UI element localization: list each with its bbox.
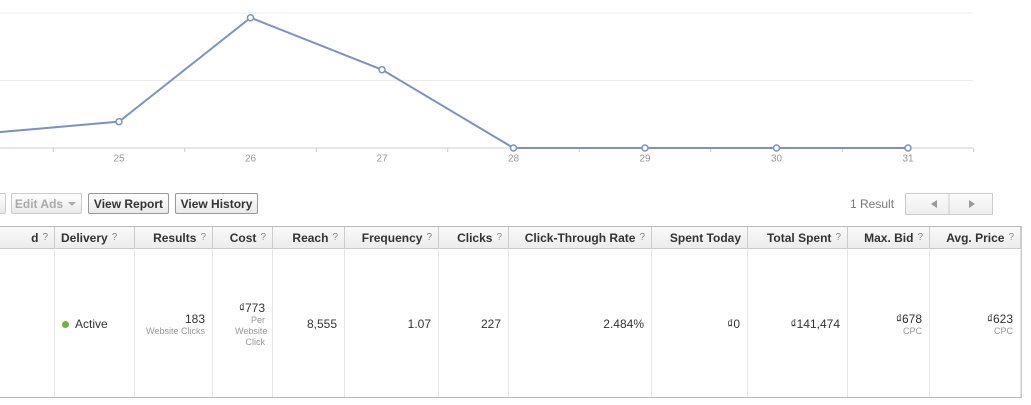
x-tick-label: 30	[771, 154, 783, 165]
table-cell: 1.07	[345, 250, 439, 398]
next-arrow[interactable]	[969, 200, 975, 208]
table-cell: 2.484%	[509, 250, 652, 398]
cell-subtext: Per Website Click	[235, 314, 268, 347]
table: d? Delivery? Results? Cost? Reach? Frequency?…	[0, 226, 1022, 398]
x-tick-label: 28	[508, 154, 520, 165]
header-label: d	[31, 230, 39, 245]
point	[641, 144, 649, 152]
cell-value: ₫623	[986, 311, 1013, 326]
cell-value: Active	[75, 317, 108, 331]
column-header[interactable]: Click-Through Rate?	[509, 227, 652, 249]
cell-value: ₫678	[895, 311, 922, 326]
table-cell: ₫623 CPC	[930, 250, 1021, 398]
status-dot	[62, 320, 69, 328]
pager	[905, 193, 993, 215]
x-tick-label: 26	[245, 154, 257, 165]
header-label: Avg. Price	[946, 230, 1005, 245]
cell-value: 1.07	[407, 317, 431, 331]
header-label: Results	[153, 230, 197, 245]
point	[772, 144, 781, 152]
cell-value: ₫141,474	[790, 317, 840, 331]
column-header[interactable]: Avg. Price?	[930, 227, 1021, 249]
cell-value: 8,555	[306, 317, 337, 331]
header-label: Reach	[292, 230, 329, 245]
column-header[interactable]: Delivery?	[55, 227, 135, 249]
column-header[interactable]: Max. Bid?	[848, 227, 930, 249]
point	[378, 65, 386, 74]
column-header[interactable]: d?	[0, 227, 55, 249]
column-header[interactable]: Frequency?	[345, 227, 439, 249]
header-label: Spent Today	[669, 230, 741, 245]
table-cell: Active	[55, 250, 135, 398]
point	[246, 13, 255, 22]
cell-subtext: CPC	[902, 325, 922, 336]
x-tick-label: 25	[113, 154, 125, 165]
help-icon[interactable]: ?	[260, 232, 266, 243]
x-tick-label: 31	[902, 154, 914, 165]
header-label: Delivery	[61, 230, 108, 245]
help-icon[interactable]: ?	[917, 232, 923, 243]
help-icon[interactable]: ?	[332, 232, 338, 243]
header-label: Cost	[229, 230, 257, 245]
help-icon[interactable]: ?	[111, 232, 118, 243]
cell-subtext: Website Clicks	[146, 325, 205, 336]
table-cell: 8,555	[273, 250, 345, 398]
column-header[interactable]: Reach?	[273, 227, 345, 249]
point	[115, 117, 123, 126]
help-icon[interactable]: ?	[426, 232, 432, 243]
table-bottom-border	[43, 397, 1022, 398]
cell-subtext: CPC	[993, 325, 1013, 336]
header-label: Total Spent	[766, 230, 832, 245]
column-header[interactable]: Total Spent?	[748, 227, 848, 249]
cell-value: 227	[480, 317, 501, 331]
prev-arrow[interactable]	[931, 200, 937, 208]
chart: 25 26 27 28 29 30 31	[0, 12, 975, 165]
point	[904, 144, 912, 152]
table-cell: ₫678 CPC	[848, 250, 930, 398]
table-cell: ₫773 Per Website Click	[213, 250, 273, 398]
column-header[interactable]: Results?	[135, 227, 213, 249]
caret	[68, 201, 77, 206]
button-label: Edit Ads	[14, 196, 64, 211]
toolbar-button[interactable]: Edit Ads	[11, 193, 82, 214]
result-count: 1 Result	[850, 197, 895, 211]
button-label: View History	[180, 196, 253, 211]
help-icon[interactable]: ?	[639, 232, 645, 243]
partial-button[interactable]	[0, 193, 6, 214]
x-tick-label: 27	[376, 154, 388, 165]
help-icon[interactable]: ?	[200, 232, 206, 243]
dropdown-caret	[68, 201, 77, 206]
cell-value: 2.484%	[603, 317, 644, 331]
header-label: Clicks	[457, 230, 493, 245]
table-cell: 227	[439, 250, 509, 398]
toolbar-button[interactable]: View Report	[88, 193, 169, 214]
header-label: Frequency	[361, 230, 423, 245]
header-label: Max. Bid	[864, 230, 914, 245]
x-tick-label: 29	[639, 154, 651, 165]
line	[0, 16, 908, 149]
table-cell: 183 Website Clicks	[135, 250, 213, 398]
help-icon[interactable]: ?	[1008, 232, 1014, 243]
toolbar-button[interactable]: View History	[175, 193, 258, 214]
column-header[interactable]: Clicks?	[439, 227, 509, 249]
table-cell: ₫141,474	[748, 250, 848, 398]
help-icon[interactable]: ?	[42, 232, 48, 243]
pager-arrows	[931, 194, 975, 214]
header-label: Click-Through Rate	[524, 230, 636, 245]
column-header[interactable]: Cost?	[213, 227, 273, 249]
help-icon[interactable]: ?	[496, 232, 502, 243]
cell-value: ₫773	[238, 300, 265, 315]
button-label: View Report	[93, 196, 164, 211]
cell-value: ₫0	[727, 317, 740, 331]
column-header[interactable]: Spent Today	[652, 227, 748, 249]
help-icon[interactable]: ?	[835, 232, 841, 243]
point	[509, 144, 518, 152]
table-cell: ₫0	[652, 250, 748, 398]
cell-value: 183	[184, 311, 205, 326]
table-cell	[0, 250, 55, 398]
